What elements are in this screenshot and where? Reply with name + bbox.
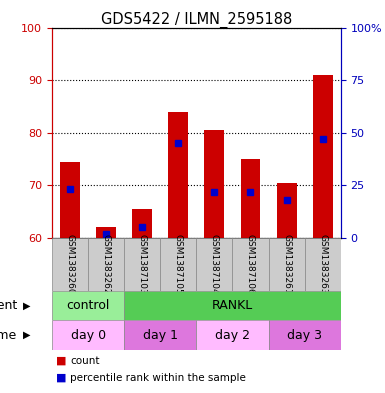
Text: ■: ■	[56, 356, 66, 366]
Bar	[160, 238, 196, 291]
Text: day 3: day 3	[287, 329, 322, 342]
Text: day 1: day 1	[143, 329, 178, 342]
Bar	[52, 291, 124, 320]
Bar	[124, 238, 160, 291]
Bar	[313, 75, 333, 238]
Bar	[196, 320, 269, 350]
Bar	[241, 159, 260, 238]
Text: GSM1387103: GSM1387103	[138, 234, 147, 295]
Bar	[204, 130, 224, 238]
Text: GSM1387105: GSM1387105	[174, 234, 183, 295]
Bar	[277, 183, 296, 238]
Bar	[196, 238, 233, 291]
Text: GSM1383262: GSM1383262	[102, 234, 110, 294]
Text: count: count	[70, 356, 100, 366]
Text: agent: agent	[0, 299, 17, 312]
Bar	[124, 291, 341, 320]
Text: time: time	[0, 329, 17, 342]
Bar	[132, 209, 152, 238]
Bar	[305, 238, 341, 291]
Bar	[52, 238, 88, 291]
Text: ▶: ▶	[23, 301, 30, 310]
Text: RANKL: RANKL	[212, 299, 253, 312]
Bar	[269, 320, 341, 350]
Bar	[88, 238, 124, 291]
Bar	[233, 238, 269, 291]
Text: GSM1383260: GSM1383260	[65, 234, 75, 295]
Bar	[52, 320, 124, 350]
Text: day 0: day 0	[70, 329, 105, 342]
Text: GSM1383261: GSM1383261	[282, 234, 291, 295]
Text: control: control	[66, 299, 110, 312]
Text: ■: ■	[56, 373, 66, 383]
Bar	[168, 112, 188, 238]
Title: GDS5422 / ILMN_2595188: GDS5422 / ILMN_2595188	[101, 11, 292, 28]
Text: day 2: day 2	[215, 329, 250, 342]
Text: GSM1383263: GSM1383263	[318, 234, 327, 295]
Text: percentile rank within the sample: percentile rank within the sample	[70, 373, 246, 383]
Text: ▶: ▶	[23, 330, 30, 340]
Bar	[60, 162, 80, 238]
Bar	[269, 238, 305, 291]
Bar	[96, 227, 116, 238]
Bar	[124, 320, 196, 350]
Text: GSM1387104: GSM1387104	[210, 234, 219, 295]
Text: GSM1387106: GSM1387106	[246, 234, 255, 295]
